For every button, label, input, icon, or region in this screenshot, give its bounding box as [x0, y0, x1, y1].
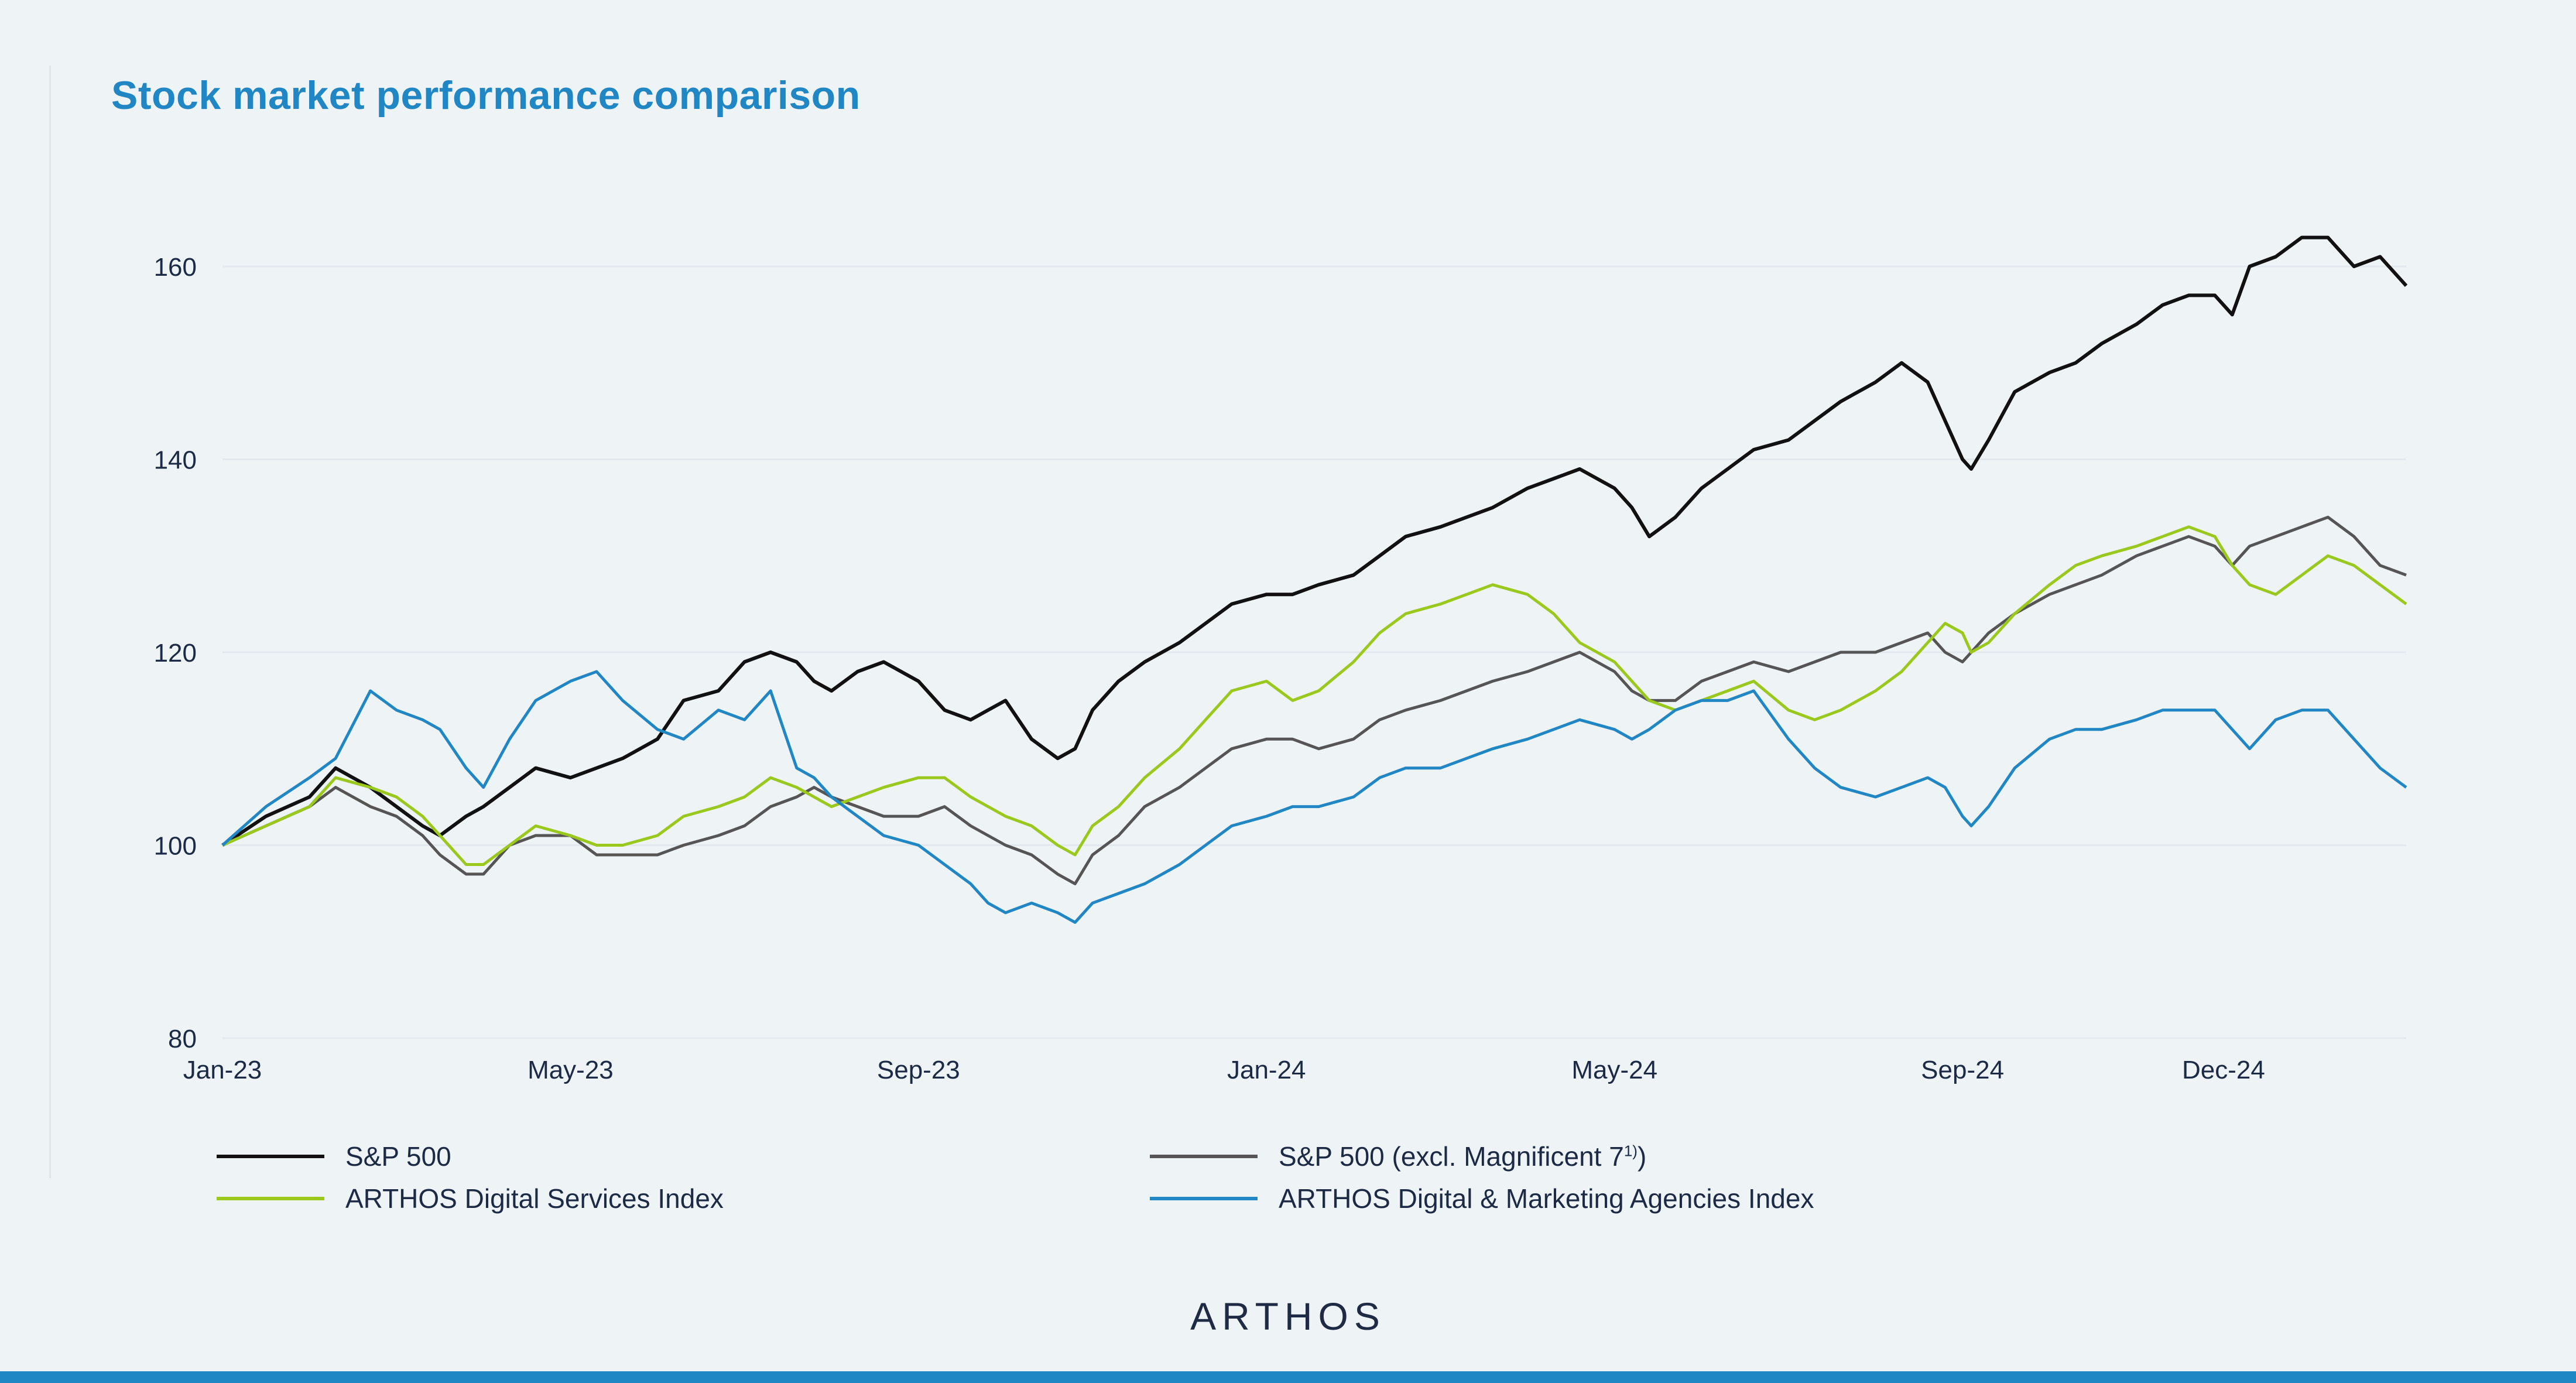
- legend-item-marketing-agencies: ARTHOS Digital & Marketing Agencies Inde…: [1150, 1178, 1814, 1219]
- x-tick-label: Jan-24: [1227, 1056, 1306, 1084]
- y-tick-label: 160: [154, 253, 197, 282]
- legend-label-sp500-excl: S&P 500 (excl. Magnificent 71)): [1279, 1141, 1646, 1172]
- x-tick-label: Jan-23: [183, 1056, 262, 1084]
- left-divider: [49, 66, 51, 1178]
- legend-swatch-digital-services: [217, 1197, 324, 1200]
- y-axis-ticks: 80 100 120 140 160: [154, 253, 197, 1053]
- legend-label-sp500-excl-text: S&P 500 (excl. Magnificent 7: [1279, 1141, 1624, 1172]
- y-tick-label: 140: [154, 446, 197, 475]
- series-line-arthos-digital-services-index: [221, 525, 2407, 866]
- series-lines: [221, 235, 2408, 924]
- line-chart: 80 100 120 140 160 Jan-23 May-23 Sep-23 Jan-24 M…: [154, 235, 2408, 1084]
- legend-footnote-marker: 1): [1623, 1142, 1638, 1160]
- x-tick-label: Sep-24: [1921, 1056, 2004, 1084]
- brand-logo: ARTHOS: [1190, 1295, 1386, 1338]
- bottom-accent-bar: [0, 1371, 2576, 1383]
- legend-label-marketing-agencies: ARTHOS Digital & Marketing Agencies Inde…: [1279, 1183, 1814, 1214]
- legend-label-sp500: S&P 500: [345, 1141, 451, 1172]
- legend-swatch-sp500: [217, 1155, 324, 1158]
- x-tick-label: May-23: [527, 1056, 614, 1084]
- chart-title: Stock market performance comparison: [111, 73, 861, 118]
- x-axis-ticks: Jan-23 May-23 Sep-23 Jan-24 May-24 Sep-24 Dec-…: [183, 1056, 2265, 1084]
- x-tick-label: Dec-24: [2182, 1056, 2265, 1084]
- gridlines: [222, 265, 2406, 1039]
- x-tick-label: Sep-23: [877, 1056, 960, 1084]
- y-tick-label: 80: [168, 1025, 197, 1053]
- legend-label-sp500-excl-suffix: ): [1637, 1141, 1647, 1172]
- legend-swatch-marketing-agencies: [1150, 1197, 1258, 1200]
- legend: S&P 500 S&P 500 (excl. Magnificent 71)) …: [217, 1136, 2032, 1230]
- series-line-s-p-500: [221, 235, 2408, 847]
- legend-item-sp500: S&P 500: [217, 1136, 451, 1177]
- legend-swatch-sp500-excl: [1150, 1155, 1258, 1158]
- x-tick-label: May-24: [1571, 1056, 1657, 1084]
- y-tick-label: 100: [154, 832, 197, 861]
- series-line-s-p-500-excl-magnificent-7: [221, 515, 2407, 885]
- legend-item-digital-services: ARTHOS Digital Services Index: [217, 1178, 724, 1219]
- legend-label-digital-services: ARTHOS Digital Services Index: [345, 1183, 724, 1214]
- legend-item-sp500-excl: S&P 500 (excl. Magnificent 71)): [1150, 1136, 1646, 1177]
- y-tick-label: 120: [154, 639, 197, 667]
- series-line-arthos-digital-marketing-agencies-index: [221, 670, 2407, 924]
